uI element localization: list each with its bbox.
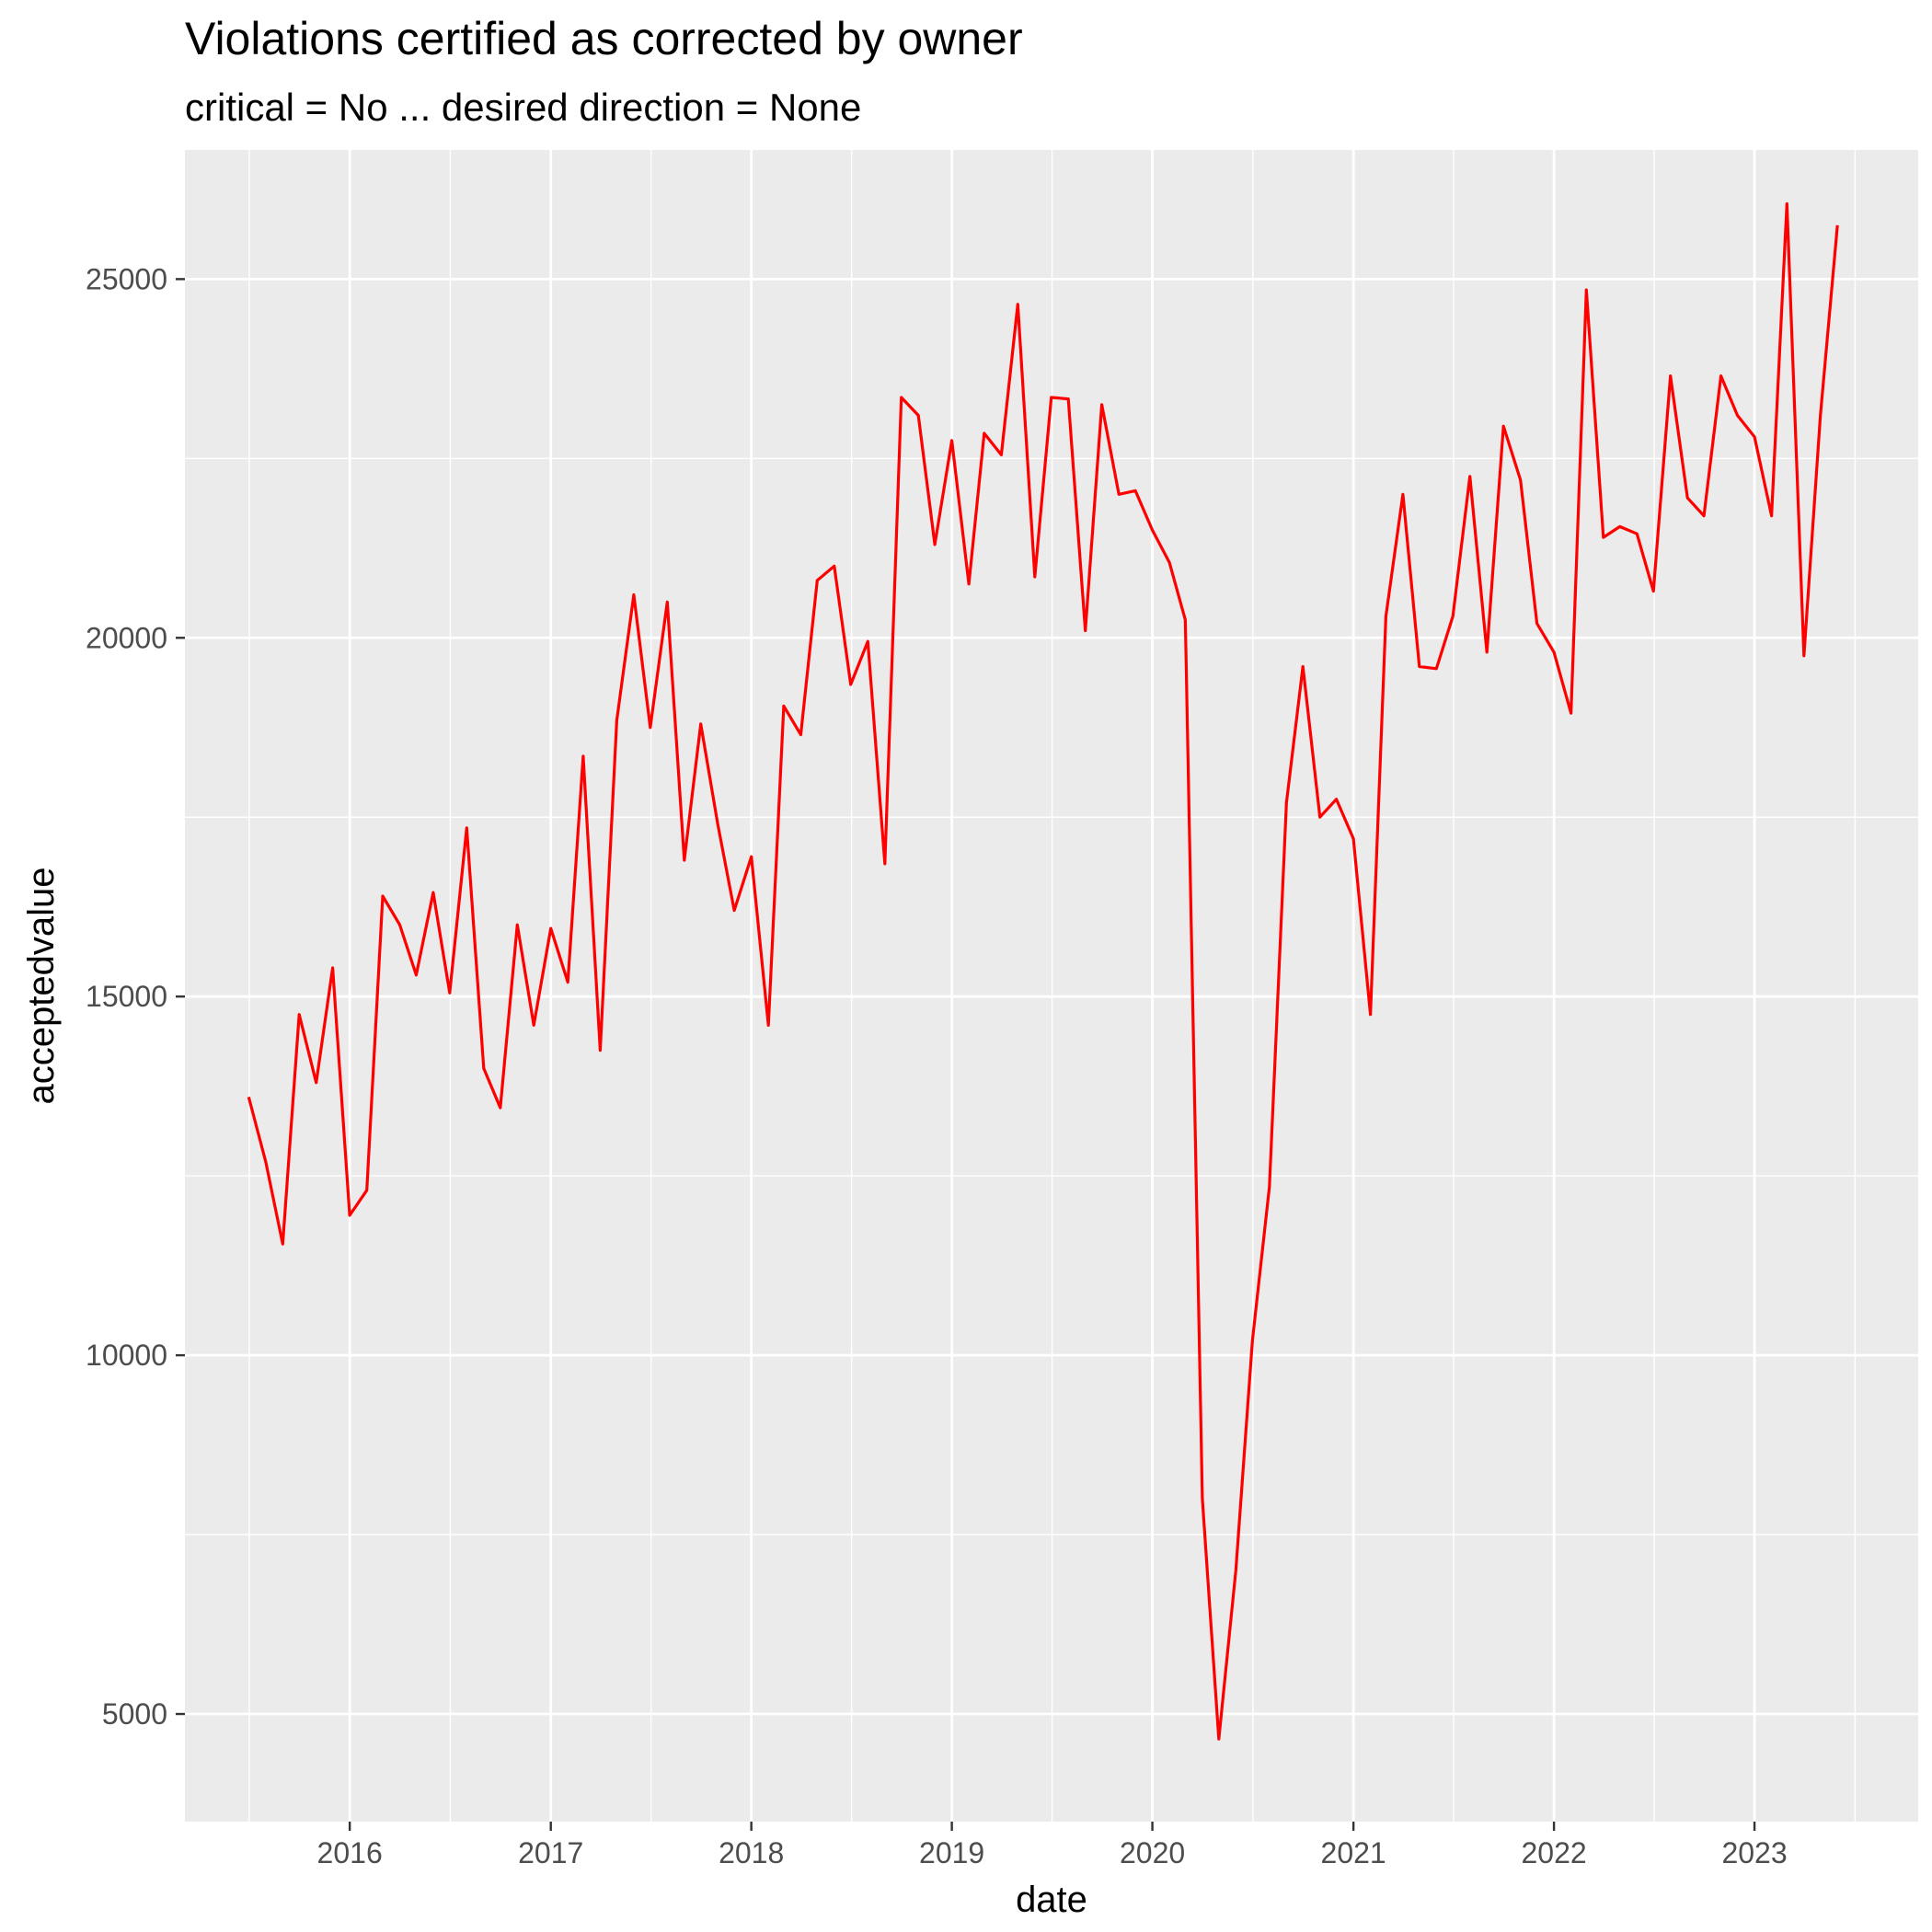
x-axis: 2016 2017 2018 2019 2020 2021 2022 2023 xyxy=(317,1822,1788,1869)
y-axis-title: acceptedvalue xyxy=(21,868,62,1105)
series-line-1 xyxy=(247,201,1839,1741)
y-tick-label: 20000 xyxy=(86,621,167,654)
y-tick-label: 5000 xyxy=(102,1697,167,1731)
x-tick-label: 2018 xyxy=(719,1836,784,1869)
y-tick-label: 15000 xyxy=(86,980,167,1013)
y-axis: 5000 10000 15000 20000 25000 xyxy=(86,262,185,1731)
y-tick-label: 10000 xyxy=(86,1339,167,1372)
y-tick-label: 25000 xyxy=(86,262,167,295)
x-tick-label: 2020 xyxy=(1120,1836,1185,1869)
x-axis-title: date xyxy=(1016,1880,1087,1920)
major-gridlines xyxy=(185,150,1918,1822)
chart-title: Violations certified as corrected by own… xyxy=(185,13,1023,64)
x-tick-label: 2022 xyxy=(1521,1836,1586,1869)
x-tick-label: 2016 xyxy=(317,1836,383,1869)
x-tick-label: 2017 xyxy=(518,1836,583,1869)
chart-subtitle: critical = No ... desired direction = No… xyxy=(185,86,861,129)
x-tick-label: 2021 xyxy=(1321,1836,1386,1869)
x-tick-label: 2023 xyxy=(1721,1836,1787,1869)
x-tick-label: 2019 xyxy=(919,1836,984,1869)
series-layer xyxy=(247,201,1839,1741)
